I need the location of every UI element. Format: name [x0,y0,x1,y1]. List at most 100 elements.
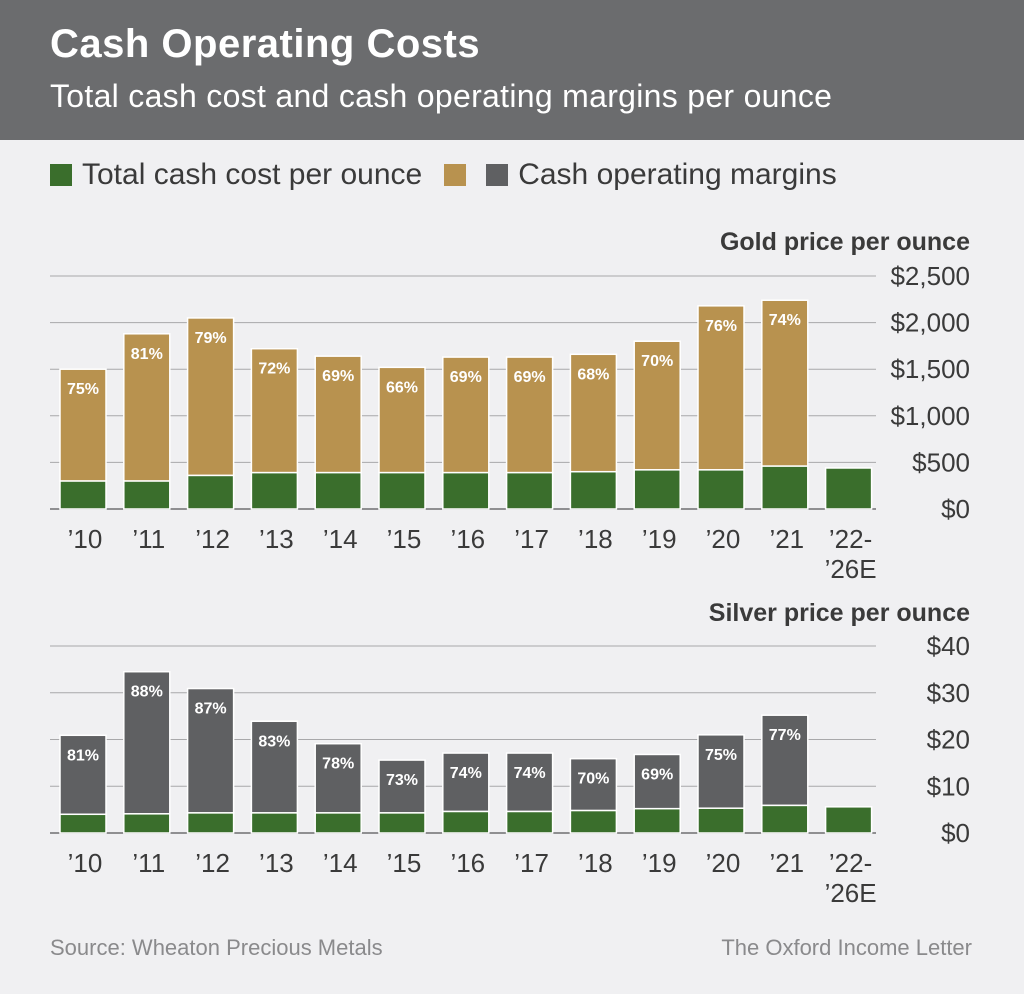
gold-ytick-label: $2,000 [890,308,970,338]
silver-margin-label: 73% [386,772,418,789]
silver-chart: Silver price per ounce $0 $10 $20 $30 $40 81% ’… [50,599,970,908]
silver-margin-bar [59,734,107,816]
gold-category-label-line: ’12 [195,524,230,554]
silver-category-label-line: ’22- [829,848,872,878]
silver-cost-bar [824,806,873,834]
gold-cost-bar [569,470,618,510]
silver-margin-bar [250,720,299,814]
silver-margin-label: 81% [67,747,99,764]
gold-category-label: ’11 [132,524,165,554]
gold-cost-bar [633,469,681,510]
legend-swatch-cost [50,164,72,186]
gold-category-label: ’22-’26E [825,524,877,584]
gold-category-label: ’15 [387,524,422,554]
gold-category-label-line: ’10 [68,524,103,554]
silver-cost-bar [59,813,107,834]
gold-margin-bar [314,355,362,474]
silver-category-label-line: ’21 [769,848,804,878]
legend-item-cost: Total cash cost per ounce [50,158,422,192]
gold-category-label: ’19 [642,524,677,554]
silver-ytick-label: $30 [927,678,970,708]
silver-cost-bar [123,813,171,834]
gold-cost-bar [186,474,235,510]
gold-ytick-label: $500 [912,447,970,477]
gold-category-label-line: ’16 [450,524,485,554]
gold-category-label: ’17 [514,524,549,554]
silver-category-label-line: ’26E [825,878,877,908]
silver-category-label-line: ’10 [68,848,103,878]
gold-margin-label: 79% [195,330,227,347]
silver-category-label-line: ’13 [259,848,294,878]
silver-category-label-line: ’12 [195,848,230,878]
gold-cost-bar [59,480,107,510]
gold-category-label: ’16 [450,524,485,554]
silver-category-label: ’17 [514,848,549,878]
gold-ytick-label: $1,500 [890,354,970,384]
gold-cost-bar [697,469,745,510]
gold-cost-bar [824,467,873,510]
silver-category-label: ’10 [68,848,103,878]
silver-category-label-line: ’19 [642,848,677,878]
silver-category-label: ’16 [450,848,485,878]
gold-margin-bar [633,340,681,471]
silver-cost-bar [186,812,235,834]
gold-margin-label: 74% [769,312,801,329]
silver-margin-bar [123,670,171,815]
gold-category-label-line: ’22- [829,524,872,554]
gold-margin-label: 75% [67,381,99,398]
silver-margin-bar [633,753,681,810]
silver-cost-bar [442,810,490,834]
silver-category-label: ’13 [259,848,294,878]
gold-margin-bar [697,305,745,471]
gold-chart-title: Gold price per ounce [720,228,970,256]
gold-margin-bar [505,356,554,474]
silver-category-label-line: ’14 [323,848,358,878]
gold-category-label-line: ’21 [769,524,804,554]
gold-category-label: ’18 [578,524,613,554]
silver-margin-label: 70% [577,771,609,788]
silver-category-label: ’11 [132,848,165,878]
silver-category-label-line: ’15 [387,848,422,878]
legend: Total cash cost per ounce Cash operating… [50,155,859,195]
silver-margin-bar [761,714,809,807]
silver-cost-bar [314,812,362,834]
silver-category-label-line: ’20 [706,848,741,878]
gold-margin-bar [250,347,299,474]
gold-ytick-label: $2,500 [890,261,970,291]
gold-category-label: ’21 [769,524,804,554]
silver-cost-bar [505,810,554,834]
gold-cost-bar [314,471,362,510]
gold-category-label-line: ’20 [706,524,741,554]
gold-category-label-line: ’15 [387,524,422,554]
legend-label-cost: Total cash cost per ounce [82,158,423,191]
silver-margin-label: 87% [195,701,227,718]
gold-category-label-line: ’14 [323,524,358,554]
gold-cost-bar [761,465,809,510]
silver-category-label: ’14 [323,848,358,878]
gold-category-label: ’14 [323,524,358,554]
gold-cost-bar [378,471,426,510]
silver-ytick-label: $0 [941,818,970,848]
gold-category-label-line: ’19 [642,524,677,554]
silver-margin-label: 88% [131,684,163,701]
gold-margin-label: 81% [131,346,163,363]
silver-margin-label: 77% [769,727,801,744]
silver-chart-title: Silver price per ounce [709,599,970,627]
gold-category-label: ’10 [68,524,103,554]
gold-ytick-label: $1,000 [890,401,970,431]
silver-margin-bar [314,742,362,814]
gold-margin-label: 69% [514,369,546,386]
gold-category-label-line: ’11 [132,524,165,554]
gold-category-label: ’12 [195,524,230,554]
legend-swatch-gold-margin [444,164,467,186]
silver-margin-bar [442,752,490,813]
gold-margin-label: 70% [641,353,673,370]
gold-margin-label: 76% [705,318,737,335]
silver-ytick-label: $20 [927,725,970,755]
legend-item-gold-margin [444,164,476,186]
gold-category-label: ’13 [259,524,294,554]
legend-item-margin: Cash operating margins [486,158,837,192]
gold-category-label-line: ’13 [259,524,294,554]
gold-margin-bar [123,333,171,482]
